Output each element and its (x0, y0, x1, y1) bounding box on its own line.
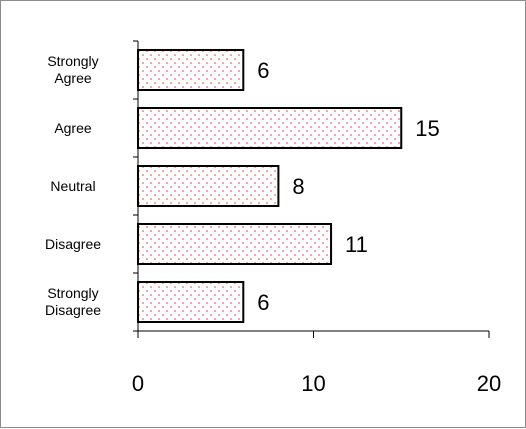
bar-value-label: 8 (292, 174, 304, 199)
category-label: Strongly Disagree (45, 285, 101, 318)
bar (137, 281, 245, 323)
x-tick-label: 0 (132, 371, 144, 396)
category-label-line: Strongly (47, 53, 98, 69)
bar (137, 107, 403, 149)
bar (137, 49, 245, 91)
category-label: Neutral (50, 178, 95, 194)
bar (137, 165, 280, 207)
bar (137, 223, 333, 265)
category-label: Agree (54, 120, 92, 136)
bar-value-label: 15 (415, 116, 439, 141)
x-tick-label: 20 (477, 371, 501, 396)
category-label-line: Agree (54, 70, 92, 86)
x-tick-label: 10 (301, 371, 325, 396)
category-label: Disagree (45, 236, 101, 252)
bar-value-label: 6 (257, 58, 269, 83)
category-label-line: Disagree (45, 302, 101, 318)
bar-value-label: 6 (257, 290, 269, 315)
category-label: Strongly Agree (47, 53, 98, 86)
bar-value-label: 11 (345, 232, 368, 257)
category-label-line: Strongly (47, 285, 98, 301)
